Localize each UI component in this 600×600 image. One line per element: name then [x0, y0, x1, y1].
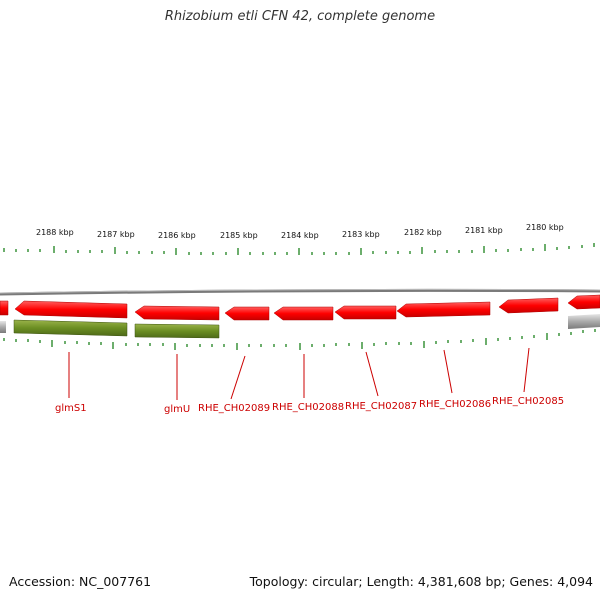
inner-strand-features[interactable]: [0, 314, 600, 339]
rna-feature[interactable]: [134, 323, 220, 339]
gene-arrow[interactable]: [567, 294, 600, 310]
kbp-label: 2182 kbp: [404, 228, 442, 237]
gene-label[interactable]: glmS1: [55, 403, 87, 414]
outer-tick-row: [3, 243, 595, 255]
map-title: Rhizobium etli CFN 42, complete genome: [164, 9, 436, 24]
gene-leader-lines: [68, 347, 530, 400]
kbp-label: 2184 kbp: [281, 231, 319, 240]
gene-label[interactable]: RHE_CH02086: [419, 399, 491, 410]
kbp-label: 2188 kbp: [36, 228, 74, 237]
gene-arrow[interactable]: [334, 305, 397, 320]
gene-label[interactable]: RHE_CH02088: [272, 402, 344, 413]
kbp-label: 2186 kbp: [158, 231, 196, 240]
genome-summary-text: Topology: circular; Length: 4,381,608 bp…: [249, 574, 593, 589]
gene-labels[interactable]: glmS1 glmU RHE_CH02089 RHE_CH02088 RHE_C…: [55, 396, 564, 415]
gene-arrow[interactable]: [134, 305, 220, 321]
grey-feature[interactable]: [568, 314, 600, 329]
inner-tick-row: [3, 329, 596, 350]
genome-backbone: [0, 288, 600, 296]
gene-arrow[interactable]: [224, 306, 270, 321]
accession-text: Accession: NC_007761: [9, 574, 152, 589]
gene-label[interactable]: RHE_CH02085: [492, 396, 564, 407]
scale-labels: 2188 kbp 2187 kbp 2186 kbp 2185 kbp 2184…: [36, 223, 564, 240]
gene-label[interactable]: RHE_CH02087: [345, 401, 417, 412]
grey-feature[interactable]: [0, 321, 6, 333]
kbp-label: 2180 kbp: [526, 223, 564, 232]
gene-label[interactable]: glmU: [164, 404, 190, 415]
kbp-label: 2185 kbp: [220, 231, 258, 240]
gene-arrow[interactable]: [498, 297, 559, 314]
gene-arrow[interactable]: [0, 300, 9, 316]
gene-arrow[interactable]: [273, 306, 334, 321]
kbp-label: 2187 kbp: [97, 230, 135, 239]
gene-label[interactable]: RHE_CH02089: [198, 403, 270, 414]
rna-feature[interactable]: [13, 319, 128, 337]
gene-arrow[interactable]: [396, 301, 491, 318]
gene-arrow[interactable]: [14, 300, 128, 319]
kbp-label: 2183 kbp: [342, 230, 380, 239]
kbp-label: 2181 kbp: [465, 226, 503, 235]
forward-strand-genes[interactable]: [0, 294, 600, 321]
genome-backbone-highlight: [0, 288, 600, 294]
